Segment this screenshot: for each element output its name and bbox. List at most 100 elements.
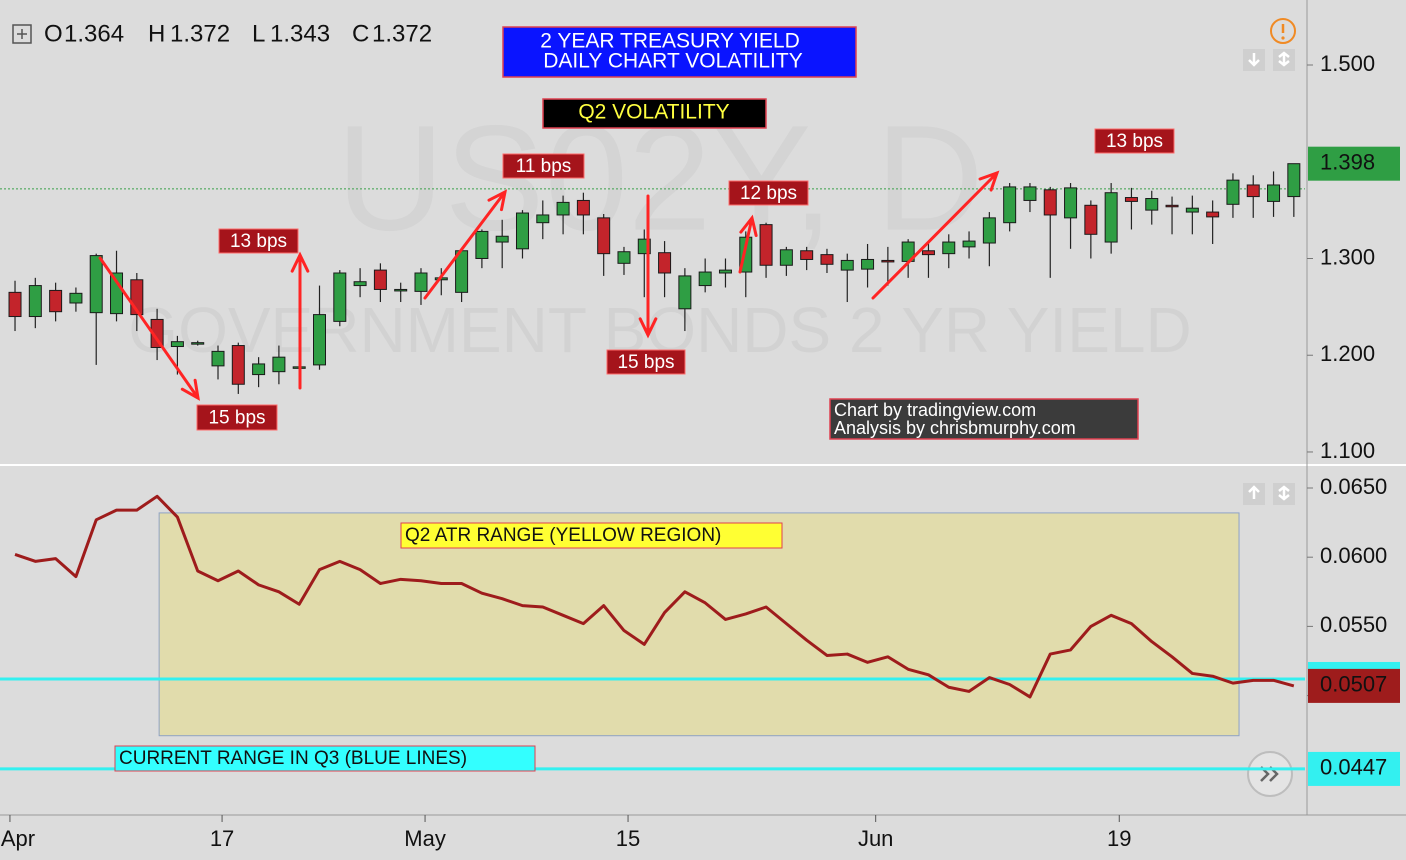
subtitle-box bbox=[542, 98, 767, 129]
candle-body bbox=[515, 212, 529, 250]
candle-body bbox=[1043, 189, 1057, 216]
candle-body bbox=[1287, 163, 1301, 198]
candle-body bbox=[89, 255, 103, 314]
ohlc-value: 1.372 bbox=[170, 20, 230, 47]
candle-body bbox=[698, 271, 712, 287]
title-line: DAILY CHART VOLATILITY bbox=[543, 50, 802, 73]
scroll-to-end-button[interactable] bbox=[1247, 751, 1293, 797]
candle-body bbox=[28, 285, 42, 318]
candle-body bbox=[1185, 207, 1199, 213]
candle-body bbox=[881, 259, 895, 263]
candle-body bbox=[211, 350, 225, 367]
y-tick-label: 0.0550 bbox=[1320, 612, 1387, 637]
candle-body bbox=[333, 272, 347, 322]
annotation-label: 15 bps bbox=[617, 352, 674, 373]
levels-label: CURRENT RANGE IN Q3 (BLUE LINES) bbox=[119, 748, 467, 769]
candle-body bbox=[394, 288, 408, 292]
region-label-box bbox=[400, 522, 783, 549]
annotation-arrow bbox=[98, 256, 200, 401]
x-tick-label: May bbox=[404, 826, 446, 851]
candle-body bbox=[414, 272, 428, 292]
level-badge bbox=[1308, 751, 1400, 786]
candle-body bbox=[1064, 187, 1078, 219]
candle-body bbox=[110, 272, 124, 315]
level-badge-label: 0.0447 bbox=[1320, 755, 1387, 780]
candle-body bbox=[495, 235, 509, 243]
candle-body bbox=[597, 217, 611, 255]
candle-body bbox=[170, 341, 184, 348]
candle-body bbox=[556, 201, 570, 216]
last-price-badge-label: 1.398 bbox=[1320, 149, 1375, 174]
collapse-icon[interactable] bbox=[12, 24, 32, 44]
candle-body bbox=[658, 252, 672, 274]
candle-body bbox=[617, 251, 631, 264]
last-price-badge bbox=[1308, 146, 1400, 181]
ohlc-header: O 1.364 H 1.372 L 1.343 C 1.372 bbox=[44, 20, 432, 47]
candle-body bbox=[1003, 186, 1017, 224]
annotation-label: 13 bps bbox=[1106, 131, 1163, 152]
candle-body bbox=[779, 249, 793, 266]
annotation-arrow bbox=[738, 214, 758, 274]
annotation-arrow bbox=[638, 194, 658, 339]
candle-body bbox=[49, 289, 63, 313]
candle-body bbox=[313, 314, 327, 366]
x-tick-label: 15 bbox=[616, 826, 640, 851]
candle-body bbox=[1267, 184, 1281, 202]
candle-body bbox=[475, 230, 489, 259]
annotation-label: 12 bps bbox=[740, 183, 797, 204]
annotation-arrow bbox=[290, 251, 310, 390]
ohlc-label: O bbox=[44, 20, 63, 47]
candle-body bbox=[861, 258, 875, 270]
candle-body bbox=[1104, 192, 1118, 243]
y-tick-label: 1.100 bbox=[1320, 438, 1375, 463]
candle-body bbox=[840, 259, 854, 271]
y-tick-label: 1.500 bbox=[1320, 51, 1375, 76]
candle-body bbox=[576, 199, 590, 216]
x-tick-label: 19 bbox=[1107, 826, 1131, 851]
x-tick-label: Jun bbox=[858, 826, 893, 851]
ohlc-label: C bbox=[352, 20, 369, 47]
candle-body bbox=[921, 250, 935, 256]
alert-icon[interactable] bbox=[1270, 18, 1296, 44]
candle-body bbox=[353, 281, 367, 287]
candle-body bbox=[231, 345, 245, 385]
toolbar-icons bbox=[12, 18, 1296, 797]
candle-body bbox=[1084, 204, 1098, 235]
candle-body bbox=[1023, 186, 1037, 201]
last-value-badge bbox=[1308, 668, 1400, 703]
candle-body bbox=[1246, 184, 1260, 198]
x-tick-label: Apr bbox=[1, 826, 35, 851]
arrow-glyphs bbox=[1248, 51, 1290, 501]
candle-body bbox=[1145, 198, 1159, 211]
candle-body bbox=[1124, 197, 1138, 202]
annotation-box bbox=[728, 180, 809, 206]
icon-stroke bbox=[1281, 36, 1285, 40]
candle-body bbox=[536, 214, 550, 224]
subtitle: Q2 VOLATILITY bbox=[578, 101, 729, 124]
y-tick-label: 0.0650 bbox=[1320, 474, 1387, 499]
candle-body bbox=[942, 241, 956, 255]
credit: Analysis by chrisbmurphy.com bbox=[834, 418, 1076, 438]
candle-body bbox=[1226, 179, 1240, 205]
region-label: Q2 ATR RANGE (YELLOW REGION) bbox=[405, 525, 721, 546]
levels-label-box bbox=[114, 745, 536, 772]
x-tick-label: 17 bbox=[210, 826, 234, 851]
annotation-box bbox=[502, 153, 585, 179]
credit: Chart by tradingview.com bbox=[834, 400, 1036, 420]
candle-body bbox=[373, 269, 387, 290]
candle-body bbox=[272, 356, 286, 373]
title-box bbox=[502, 26, 857, 78]
annotation-label: 11 bps bbox=[516, 156, 572, 177]
candle-body bbox=[191, 342, 205, 345]
candle-body bbox=[8, 291, 22, 318]
last-value-badge-label: 0.0507 bbox=[1320, 672, 1387, 697]
annotation-box bbox=[218, 228, 299, 254]
annotation-label: 13 bps bbox=[230, 231, 287, 252]
candle-body bbox=[800, 250, 814, 260]
ohlc-value: 1.343 bbox=[270, 20, 330, 47]
candle-body bbox=[962, 240, 976, 248]
candle-body bbox=[678, 275, 692, 310]
candle-body bbox=[69, 292, 83, 304]
